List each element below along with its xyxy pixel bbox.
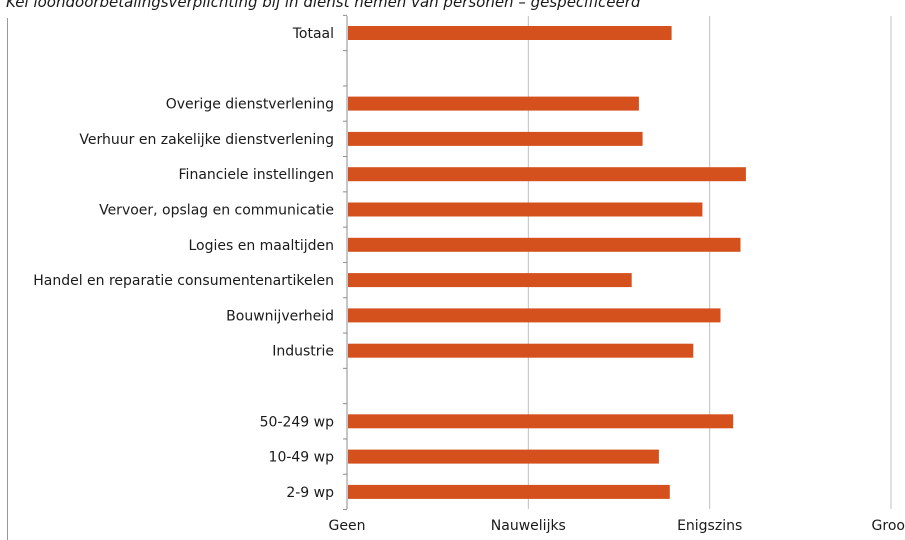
x-tick-label-0: Geen [329,518,366,534]
x-tick-label-3: Groot [872,518,905,534]
category-label-11: 50-249 wp [260,414,334,430]
bars [348,26,746,499]
bar-3 [348,131,643,146]
category-label-7: Handel en reparatie consumentenartikelen [33,273,334,289]
category-label-9: Industrie [272,344,334,360]
bar-6 [348,237,741,252]
bar-11 [348,414,734,429]
category-label-6: Logies en maaltijden [188,238,334,254]
bar-0 [348,26,672,40]
category-label-3: Verhuur en zakelijke dienstverlening [79,132,334,148]
gridlines [527,16,892,509]
chart-frame-left-border [7,18,8,540]
y-axis [343,14,348,511]
category-label-4: Financiele instellingen [179,167,334,183]
bar-7 [348,273,632,288]
bar-5 [348,202,703,217]
bar-12 [348,449,659,464]
bar-8 [348,308,721,323]
bar-4 [348,167,746,182]
category-label-0: Totaal [292,26,334,42]
x-tick-label-1: Nauwelijks [491,518,566,534]
category-label-2: Overige dienstverlening [166,97,334,113]
category-label-13: 2-9 wp [286,485,334,501]
bar-9 [348,343,694,358]
category-label-5: Vervoer, opslag en communicatie [99,203,334,219]
bar-13 [348,484,670,499]
chart-title: Kei loondoorbetalingsverplichting bij in… [6,0,641,11]
x-tick-labels: Geen Nauwelijks Enigszins Groot [329,518,905,534]
bar-2 [348,96,639,111]
x-tick-label-2: Enigszins [677,518,742,534]
category-label-8: Bouwnijverheid [226,308,334,324]
category-label-12: 10-49 wp [269,450,335,466]
category-labels: Totaal Overige dienstverlening Verhuur en … [33,26,334,501]
